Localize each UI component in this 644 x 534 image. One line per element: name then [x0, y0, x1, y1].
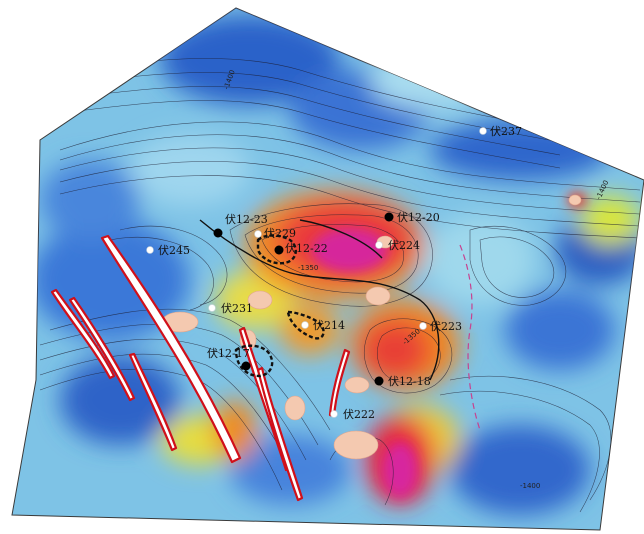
well-label-w214: 伏214 — [313, 318, 345, 332]
well-w1220: 伏12-20 — [384, 210, 440, 224]
trap-north — [256, 234, 297, 265]
well-label-w237: 伏237 — [490, 124, 522, 138]
well-marker-w1218 — [374, 376, 384, 386]
trap-central — [286, 310, 325, 340]
well-label-w245: 伏245 — [158, 243, 190, 257]
well-marker-w1223 — [213, 228, 223, 238]
well-marker-w1222 — [274, 245, 284, 255]
well-label-w223: 伏223 — [430, 319, 462, 333]
well-w237: 伏237 — [479, 124, 522, 138]
well-marker-w231 — [208, 304, 216, 312]
well-label-w1220: 伏12-20 — [397, 210, 440, 224]
well-w1223: 伏12-23 — [213, 212, 268, 238]
well-marker-w224 — [375, 241, 383, 249]
well-w1217: 伏12-17 — [207, 346, 251, 371]
well-label-w222: 伏222 — [343, 407, 375, 421]
well-marker-w1220 — [384, 212, 394, 222]
well-marker-w214 — [301, 321, 309, 329]
well-marker-w1217 — [241, 361, 251, 371]
contour-lines — [39, 58, 641, 513]
well-w1222: 伏12-22 — [274, 241, 328, 255]
well-label-w224: 伏224 — [388, 238, 420, 252]
fault-mid-1 — [128, 352, 178, 452]
well-w224: 伏224 — [375, 238, 420, 252]
well-w222: 伏222 — [330, 407, 375, 421]
well-label-w231: 伏231 — [221, 301, 253, 315]
map-content: -1400 -1350 -1400 -1350 -1400 — [30, 15, 644, 515]
well-label-w1218: 伏12-18 — [388, 374, 431, 388]
well-w231: 伏231 — [208, 301, 253, 315]
well-w223: 伏223 — [419, 319, 462, 333]
well-marker-w229 — [254, 230, 262, 238]
contour-label-2: -1350 — [298, 264, 318, 272]
fault-west-1 — [50, 288, 116, 380]
well-w1218: 伏12-18 — [374, 374, 431, 388]
contour-label-5: -1400 — [520, 482, 540, 490]
faults — [50, 234, 351, 502]
well-label-w1223: 伏12-23 — [225, 212, 268, 226]
well-marker-w222 — [330, 410, 338, 418]
well-w214: 伏214 — [301, 318, 345, 332]
well-w229: 伏229 — [254, 226, 296, 240]
fault-mid-3 — [256, 366, 304, 502]
well-w245: 伏245 — [146, 243, 190, 257]
well-label-w229: 伏229 — [264, 226, 296, 240]
well-marker-w237 — [479, 127, 487, 135]
well-marker-w245 — [146, 246, 154, 254]
well-label-w1222: 伏12-22 — [285, 241, 328, 255]
well-marker-w223 — [419, 322, 427, 330]
key-contours — [199, 219, 440, 381]
fault-main — [100, 234, 242, 464]
well-label-w1217: 伏12-17 — [207, 346, 250, 360]
fault-west-2 — [68, 296, 136, 402]
